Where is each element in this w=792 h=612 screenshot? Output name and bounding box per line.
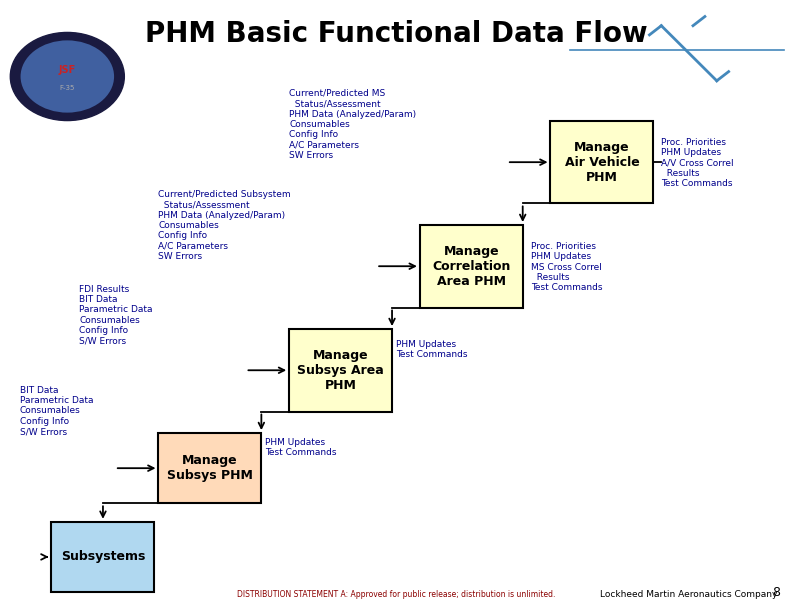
Text: JSF: JSF [59,65,76,75]
FancyBboxPatch shape [51,521,154,592]
Circle shape [10,32,124,121]
Text: PHM Basic Functional Data Flow: PHM Basic Functional Data Flow [145,20,647,48]
Text: 8: 8 [772,586,780,599]
Text: F-35: F-35 [59,84,75,91]
Text: DISTRIBUTION STATEMENT A: Approved for public release; distribution is unlimited: DISTRIBUTION STATEMENT A: Approved for p… [237,589,555,599]
FancyBboxPatch shape [420,225,523,308]
Text: Manage
Subsys Area
PHM: Manage Subsys Area PHM [297,349,384,392]
Text: Current/Predicted MS
  Status/Assessment
PHM Data (Analyzed/Param)
Consumables
C: Current/Predicted MS Status/Assessment P… [289,89,417,160]
FancyBboxPatch shape [550,121,653,203]
FancyBboxPatch shape [158,433,261,503]
FancyBboxPatch shape [289,329,392,411]
Text: FDI Results
BIT Data
Parametric Data
Consumables
Config Info
S/W Errors: FDI Results BIT Data Parametric Data Con… [79,285,153,346]
Text: Manage
Correlation
Area PHM: Manage Correlation Area PHM [432,245,510,288]
Text: Subsystems: Subsystems [61,550,145,564]
Text: PHM Updates
Test Commands: PHM Updates Test Commands [396,340,467,359]
Circle shape [21,40,114,113]
Text: PHM Updates
Test Commands: PHM Updates Test Commands [265,438,337,457]
Text: Lockheed Martin Aeronautics Company: Lockheed Martin Aeronautics Company [600,589,778,599]
Text: Manage
Air Vehicle
PHM: Manage Air Vehicle PHM [565,141,639,184]
Text: Manage
Subsys PHM: Manage Subsys PHM [167,454,253,482]
Text: Current/Predicted Subsystem
  Status/Assessment
PHM Data (Analyzed/Param)
Consum: Current/Predicted Subsystem Status/Asses… [158,190,291,261]
Text: Proc. Priorities
PHM Updates
MS Cross Correl
  Results
Test Commands: Proc. Priorities PHM Updates MS Cross Co… [531,242,602,293]
Text: BIT Data
Parametric Data
Consumables
Config Info
S/W Errors: BIT Data Parametric Data Consumables Con… [20,386,93,436]
Text: Proc. Priorities
PHM Updates
A/V Cross Correl
  Results
Test Commands: Proc. Priorities PHM Updates A/V Cross C… [661,138,734,188]
